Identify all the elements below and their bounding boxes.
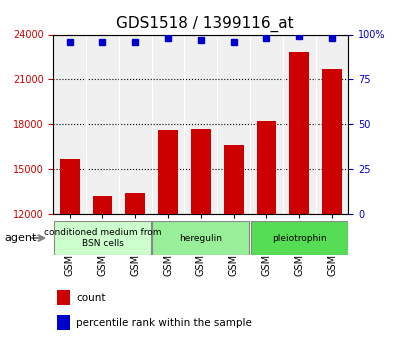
FancyBboxPatch shape xyxy=(250,221,347,255)
Bar xyxy=(321,69,341,214)
Text: count: count xyxy=(76,293,106,303)
Text: pleiotrophin: pleiotrophin xyxy=(271,234,326,243)
Bar xyxy=(256,121,276,214)
Bar xyxy=(289,52,308,214)
Text: agent: agent xyxy=(4,233,36,243)
Bar xyxy=(125,193,145,214)
Bar xyxy=(223,145,243,214)
Text: conditioned medium from
BSN cells: conditioned medium from BSN cells xyxy=(44,228,161,248)
FancyBboxPatch shape xyxy=(152,221,249,255)
Bar xyxy=(56,315,70,330)
Text: percentile rank within the sample: percentile rank within the sample xyxy=(76,318,252,327)
Bar xyxy=(92,196,112,214)
Bar xyxy=(56,290,70,305)
Bar xyxy=(191,129,210,214)
FancyBboxPatch shape xyxy=(54,221,151,255)
Bar xyxy=(158,130,178,214)
Text: GDS1518 / 1399116_at: GDS1518 / 1399116_at xyxy=(116,16,293,32)
Bar xyxy=(60,159,79,214)
Text: heregulin: heregulin xyxy=(179,234,222,243)
